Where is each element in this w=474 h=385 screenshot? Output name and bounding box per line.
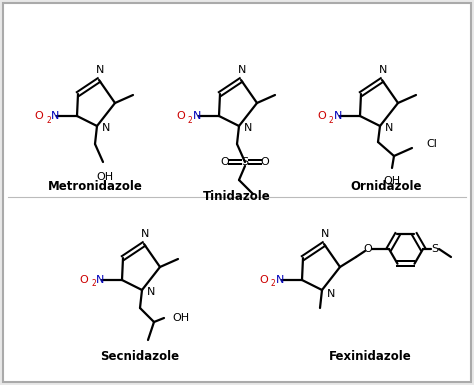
Text: O: O (176, 111, 185, 121)
Text: N: N (276, 275, 284, 285)
Text: N: N (102, 123, 110, 133)
Text: OH: OH (172, 313, 189, 323)
Text: 2: 2 (91, 280, 96, 288)
Text: OH: OH (96, 172, 114, 182)
Text: N: N (385, 123, 393, 133)
Text: N: N (327, 289, 336, 299)
Text: O: O (261, 157, 269, 167)
Text: 2: 2 (271, 280, 276, 288)
Text: O: O (79, 275, 88, 285)
Text: Fexinidazole: Fexinidazole (328, 350, 411, 363)
Text: Secnidazole: Secnidazole (100, 350, 180, 363)
Text: O: O (364, 244, 373, 254)
Text: S: S (431, 244, 438, 254)
Text: N: N (51, 111, 59, 121)
Text: Tinidazole: Tinidazole (203, 190, 271, 203)
Text: S: S (241, 157, 248, 167)
Text: 2: 2 (329, 116, 334, 124)
Text: N: N (141, 229, 149, 239)
Text: 2: 2 (188, 116, 193, 124)
Text: O: O (34, 111, 43, 121)
FancyBboxPatch shape (3, 3, 471, 382)
Text: N: N (238, 65, 246, 75)
Text: N: N (321, 229, 329, 239)
Text: N: N (96, 65, 104, 75)
Text: Ornidazole: Ornidazole (350, 180, 422, 193)
Text: N: N (379, 65, 387, 75)
Text: O: O (220, 157, 229, 167)
Text: Cl: Cl (426, 139, 437, 149)
Text: N: N (193, 111, 201, 121)
Text: OH: OH (383, 176, 401, 186)
Text: Metronidazole: Metronidazole (47, 180, 143, 193)
Text: N: N (147, 287, 155, 297)
Text: O: O (317, 111, 326, 121)
Text: N: N (334, 111, 342, 121)
Text: O: O (259, 275, 268, 285)
Text: N: N (96, 275, 104, 285)
Text: N: N (244, 123, 252, 133)
Text: 2: 2 (46, 116, 51, 124)
